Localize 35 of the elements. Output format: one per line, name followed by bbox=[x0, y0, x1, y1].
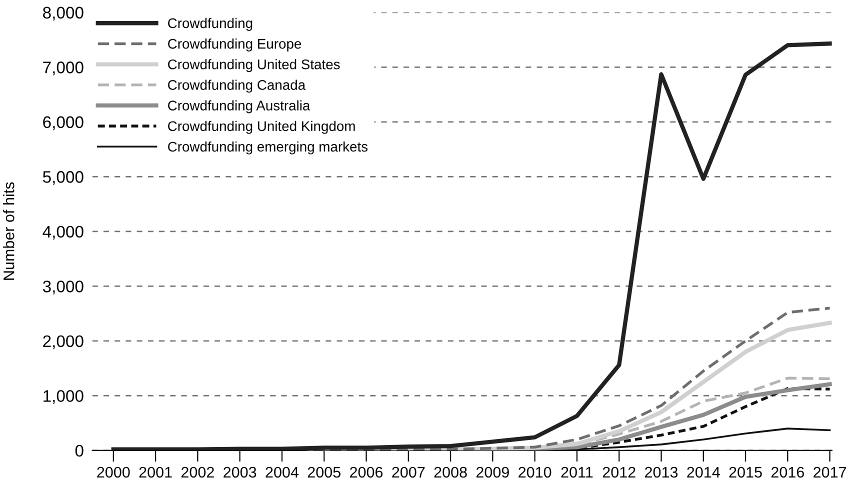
x-tick-label: 2006 bbox=[350, 466, 383, 478]
y-tick-label: 8,000 bbox=[43, 6, 84, 21]
x-tick-label: 2016 bbox=[771, 466, 804, 478]
x-tick-label: 2011 bbox=[561, 466, 593, 478]
x-tick-label: 2013 bbox=[645, 466, 678, 478]
y-tick-label: 5,000 bbox=[42, 171, 84, 185]
x-tick-label: 2001 bbox=[139, 466, 172, 478]
y-tick-label: 4,000 bbox=[42, 226, 84, 240]
y-tick-label: 6,000 bbox=[43, 116, 84, 130]
y-tick-label: 7,000 bbox=[43, 62, 84, 76]
y-tick-label: 2,000 bbox=[43, 335, 84, 350]
x-tick-label: 2002 bbox=[181, 466, 214, 478]
x-tick-label: 2012 bbox=[602, 466, 636, 478]
y-tick-label: 3,000 bbox=[42, 280, 84, 294]
x-tick-label: 2005 bbox=[308, 466, 340, 478]
y-tick-label: 0 bbox=[75, 444, 84, 457]
legend-label: Crowdfunding emerging markets bbox=[168, 141, 368, 154]
x-tick-label: 2008 bbox=[434, 466, 467, 478]
legend-label: Crowdfunding bbox=[168, 18, 252, 31]
legend-label: Crowdfunding Canada bbox=[168, 80, 306, 93]
x-tick-label: 2014 bbox=[687, 466, 720, 478]
x-tick-label: 2017 bbox=[814, 466, 846, 478]
x-tick-label: 2004 bbox=[266, 466, 299, 478]
legend-label: Crowdfunding Europe bbox=[168, 38, 302, 52]
legend-label: Crowdfunding United States bbox=[168, 59, 340, 72]
x-tick-label: 2003 bbox=[224, 466, 256, 478]
legend-label: Crowdfunding United Kingdom bbox=[168, 120, 355, 134]
x-tick-label: 2015 bbox=[729, 466, 762, 478]
x-tick-label: 2010 bbox=[518, 466, 552, 478]
legend-label: Crowdfunding Australia bbox=[168, 100, 310, 114]
x-tick-label: 2000 bbox=[97, 466, 130, 478]
y-tick-label: 1,000 bbox=[44, 390, 84, 404]
x-tick-label: 2009 bbox=[476, 466, 509, 478]
y-axis-title: Number of hits bbox=[3, 182, 14, 280]
x-tick-label: 2007 bbox=[392, 466, 425, 478]
